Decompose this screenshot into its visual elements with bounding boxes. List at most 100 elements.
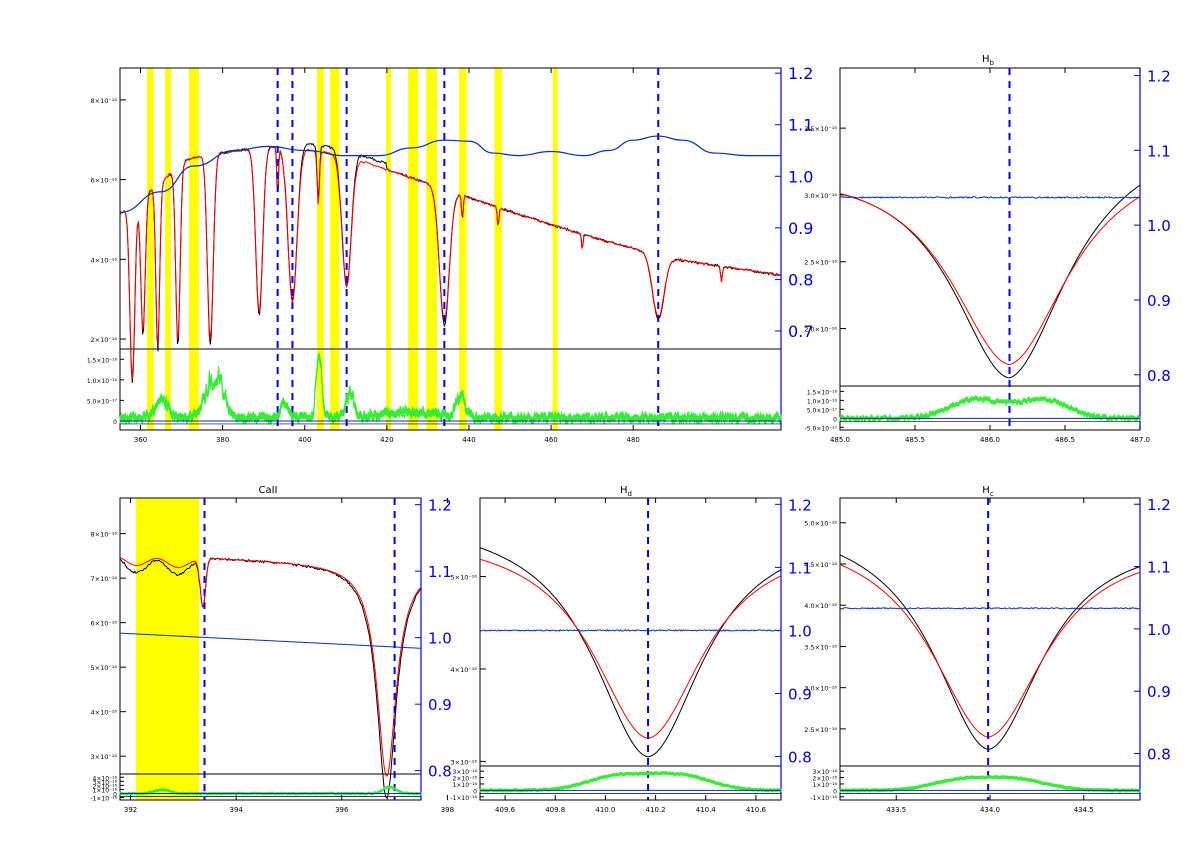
hd-ytick-label: 4×10⁻¹⁶ xyxy=(451,666,478,674)
full-mask-3 xyxy=(317,68,324,430)
hb-xtick-label: 486.0 xyxy=(980,436,1000,444)
full-mask-1 xyxy=(165,68,171,430)
caii-ytick-label: 8×10⁻¹⁶ xyxy=(91,531,118,539)
caii-ytick-label: 3×10⁻¹⁶ xyxy=(91,753,118,761)
full-ytick-label: 2×10⁻¹⁶ xyxy=(91,336,118,344)
full-mask-6 xyxy=(408,68,419,430)
caii-xtick-label: 396 xyxy=(335,806,349,814)
hd-resid-ytick-label: -1×10⁻¹⁶ xyxy=(450,795,477,802)
hd-ytick-label: 5×10⁻¹⁶ xyxy=(451,574,478,582)
full-model-spectrum xyxy=(119,146,782,379)
hg-resid-ytick-label: 1×10⁻¹⁶ xyxy=(813,782,838,789)
hd-xtick-label: 410.0 xyxy=(595,806,615,814)
panel-caii: 392 394 396 3983×10⁻¹⁶4×10⁻¹⁶5×10⁻¹⁶6×10⁻¹⁶… xyxy=(90,497,454,814)
hb-resid-ytick-label: 5.0×10⁻¹⁷ xyxy=(807,407,838,414)
caii-resid-ytick-label: -1×10⁻¹⁶ xyxy=(90,796,117,803)
caii-xtick-label: 398 xyxy=(441,806,454,814)
caii-xtick-label: 392 xyxy=(124,806,137,814)
hg-rtick-label: 1.1 xyxy=(1147,559,1171,577)
hg-ytick-label: 3.0×10⁻¹⁶ xyxy=(804,685,837,693)
full-rtick-label: 0.7 xyxy=(788,322,813,341)
full-mask-2 xyxy=(188,68,199,430)
full-xtick-label: 480 xyxy=(627,436,640,444)
panel-title-hg: Hc xyxy=(982,485,994,498)
hd-xtick-label: 409.6 xyxy=(495,806,516,814)
full-ytick-label: 4×10⁻¹⁶ xyxy=(91,256,118,264)
panel-hbeta: 485.0 485.5 486.0 486.5 487.0 2.0×10⁻¹⁶ 2.5×10… xyxy=(804,67,1171,444)
full-xtick-label: 380 xyxy=(216,436,229,444)
full-rtick-label: 1.1 xyxy=(788,116,813,135)
caii-ytick-label: 7×10⁻¹⁶ xyxy=(91,575,118,583)
hb-ytick-label: 2.0×10⁻¹⁶ xyxy=(804,326,837,334)
hd-rtick-label: 1.1 xyxy=(788,559,812,577)
hd-rtick-label: 1.0 xyxy=(788,622,812,640)
panel-title-hd: Hd xyxy=(620,485,632,498)
hg-ytick-label: 2.5×10⁻¹⁶ xyxy=(804,726,837,734)
caii-rtick-label: 0.8 xyxy=(428,763,452,781)
hd-ytick-label: 3×10⁻¹⁶ xyxy=(451,758,478,766)
full-resid-ytick-label: 0 xyxy=(113,419,117,426)
full-resid-ytick-label: 1.0×10⁻¹⁶ xyxy=(87,378,118,385)
caii-ratio-curve xyxy=(119,632,421,649)
full-mask-4 xyxy=(330,68,340,430)
hd-resid-ytick-label: 1×10⁻¹⁶ xyxy=(453,782,478,789)
full-rtick-label: 0.8 xyxy=(788,270,813,289)
full-resid-ytick-label: 5.0×10⁻¹⁷ xyxy=(87,398,118,405)
hd-xtick-label: 410.6 xyxy=(746,806,767,814)
hb-resid-ytick-label: 0 xyxy=(833,416,837,423)
caii-resid-ytick-label: 4×10⁻¹⁶ xyxy=(93,775,118,782)
full-rtick-label: 1.2 xyxy=(788,64,813,83)
hb-rtick-label: 0.9 xyxy=(1147,292,1171,310)
hg-ytick-label: 3.5×10⁻¹⁶ xyxy=(804,643,837,651)
hd-rtick-label: 0.9 xyxy=(788,685,812,703)
hg-xtick-label: 433.5 xyxy=(886,806,906,814)
caii-resid-ytick-label: 3×10⁻¹⁶ xyxy=(93,779,118,786)
hg-residual xyxy=(839,774,1141,793)
caii-resid-ytick-label: 2×10⁻¹⁶ xyxy=(93,783,118,790)
full-xtick-label: 460 xyxy=(544,436,557,444)
hb-rtick-label: 1.0 xyxy=(1147,217,1171,235)
caii-rtick-label: 1.2 xyxy=(428,497,452,515)
hb-rtick-label: 1.1 xyxy=(1147,142,1171,160)
hb-ytick-label: 3.0×10⁻¹⁶ xyxy=(804,192,837,200)
panel-full-spectrum: 360 380 400 420 440 460 480 2×10⁻¹⁶ 4×10⁻¹⁶ 6×10⁻… xyxy=(87,64,814,444)
full-residual xyxy=(119,351,782,426)
hb-ratio-curve xyxy=(839,195,1141,199)
full-ratio-curve xyxy=(119,135,781,213)
hd-resid-ytick-label: 3×10⁻¹⁶ xyxy=(453,769,478,776)
hg-observed-spectrum xyxy=(839,554,1141,751)
hg-rtick-label: 0.9 xyxy=(1147,683,1171,701)
full-xtick-label: 400 xyxy=(298,436,311,444)
hg-rtick-label: 0.8 xyxy=(1147,746,1171,764)
hd-ratio-curve xyxy=(479,629,782,632)
hb-rtick-label: 0.8 xyxy=(1147,367,1171,385)
full-mask-5 xyxy=(386,68,391,430)
hb-resid-ytick-label: 1.0×10⁻¹⁶ xyxy=(807,398,838,405)
hg-rtick-label: 1.2 xyxy=(1147,496,1171,514)
caii-ytick-label: 5×10⁻¹⁶ xyxy=(91,664,118,672)
full-mask-10 xyxy=(552,68,558,430)
hg-ratio-curve xyxy=(839,606,1140,610)
hg-ytick-label: 4.5×10⁻¹⁶ xyxy=(804,561,837,569)
full-rtick-label: 0.9 xyxy=(788,219,813,238)
full-resid-ytick-label: 1.5×10⁻¹⁶ xyxy=(87,357,118,364)
full-xtick-label: 360 xyxy=(134,436,147,444)
hg-resid-ytick-label: 2×10⁻¹⁶ xyxy=(813,776,838,783)
hg-xtick-label: 434.0 xyxy=(980,806,1000,814)
full-rtick-label: 1.0 xyxy=(788,167,813,186)
hd-xtick-label: 410.2 xyxy=(646,806,666,814)
full-mask-8 xyxy=(459,68,467,430)
hd-xtick-label: 409.8 xyxy=(545,806,565,814)
hg-xtick-label: 434.5 xyxy=(1074,806,1094,814)
hb-xtick-label: 485.5 xyxy=(905,436,925,444)
hg-resid-ytick-label: 3×10⁻¹⁶ xyxy=(813,769,838,776)
panel-hgamma: 433.5 434.0 434.5 2.5×10⁻¹⁶ 3.0×10⁻¹⁶ 3.5×10⁻… xyxy=(804,496,1171,814)
caii-mask-0 xyxy=(135,498,200,800)
hb-ytick-label: 2.5×10⁻¹⁶ xyxy=(804,259,837,267)
hd-rtick-label: 1.2 xyxy=(788,496,812,514)
caii-rtick-label: 1.0 xyxy=(428,630,452,648)
full-ytick-label: 6×10⁻¹⁶ xyxy=(91,177,118,185)
hg-model-spectrum xyxy=(839,564,1141,738)
panel-title-caii: CaII xyxy=(258,485,277,496)
hd-rtick-label: 0.8 xyxy=(788,749,812,767)
